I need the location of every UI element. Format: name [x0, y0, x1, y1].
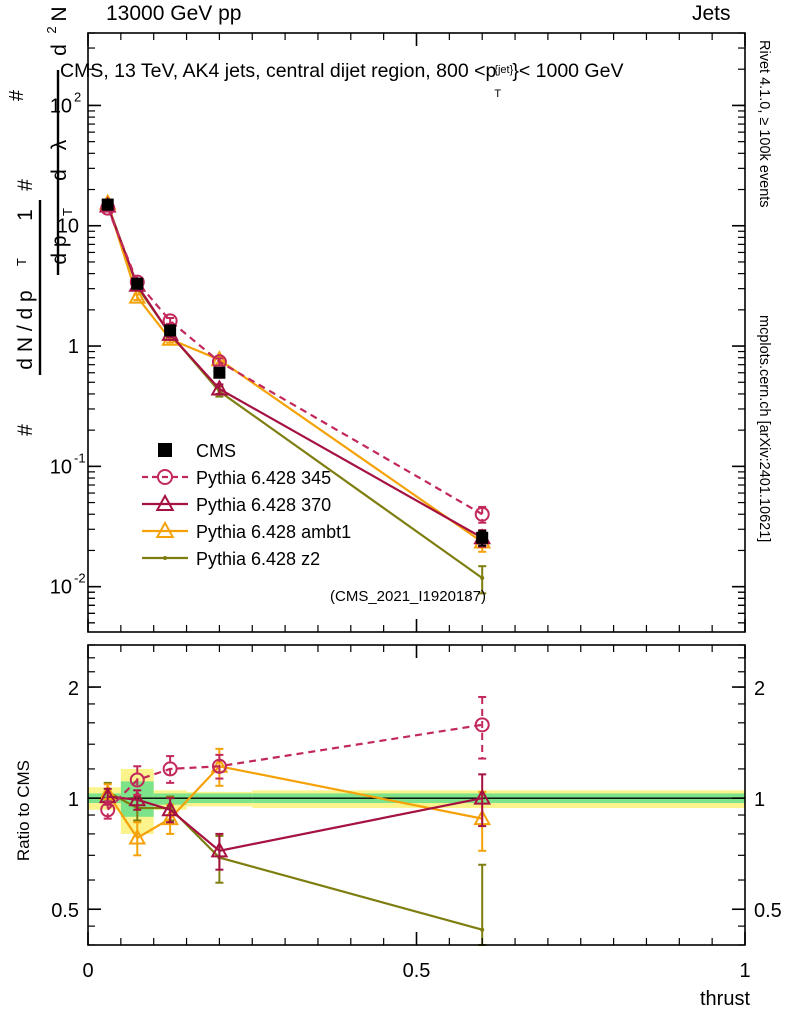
data-marker-triangle [210, 379, 229, 396]
data-marker-triangle [161, 809, 179, 826]
data-marker-triangle [128, 287, 147, 304]
x-axis-tick-label: 0.5 [403, 960, 431, 982]
ylabel-dpt-sub: T [14, 258, 29, 266]
data-marker-square [213, 366, 226, 379]
ylabel-d-lambda: d [48, 169, 71, 181]
y-axis-tick-exponent: -2 [74, 571, 86, 586]
data-marker-triangle [210, 841, 229, 858]
series-line [106, 207, 483, 516]
main-y-axis-label: # [4, 60, 60, 560]
data-marker-triangle [128, 828, 147, 845]
x-axis-label: thrust [700, 988, 751, 1010]
ylabel-d-exp: 2 [44, 26, 59, 33]
data-marker-dot [163, 556, 167, 560]
y-axis-tick-label: 10 [50, 456, 72, 478]
ylabel-dpt-denom: d p [48, 235, 71, 264]
data-marker-square [158, 443, 172, 457]
ratio-y-tick-label: 1 [68, 789, 79, 811]
legend-label-4: Pythia 6.428 z2 [196, 549, 320, 569]
data-marker-triangle [473, 788, 492, 805]
mcplots-reference-label: mcplots.cern.ch [arXiv:2401.10621] [756, 315, 772, 543]
y-axis-tick-label: 10 [50, 95, 72, 117]
data-marker-circle [129, 772, 145, 788]
ratio-y-tick-label: 0.5 [51, 900, 79, 922]
plot-title: CMS, 13 TeV, AK4 jets, central dijet reg… [60, 60, 624, 100]
title-text-before: CMS, 13 TeV, AK4 jets, central dijet reg… [60, 60, 497, 82]
data-marker-square [476, 531, 489, 544]
data-marker-square [101, 198, 114, 211]
data-marker-square [164, 324, 177, 337]
data-marker-dot [480, 927, 485, 932]
data-marker-triangle [155, 520, 175, 538]
ylabel-one: 1 [14, 209, 37, 221]
x-axis-tick-label: 0 [82, 960, 93, 982]
y-axis-tick-exponent: 2 [74, 89, 81, 104]
data-marker-triangle [161, 800, 179, 817]
title-p-subscript: T [494, 88, 502, 100]
data-marker-circle [162, 761, 178, 777]
y-axis-tick-label: 10 [50, 577, 72, 599]
ratio-y-tick-label-right: 2 [754, 678, 765, 700]
ylabel-dpt-denom-sub: T [60, 208, 75, 216]
header-right: Jets [692, 2, 731, 25]
ylabel-hash-1: # [6, 90, 28, 102]
ylabel-hash-left: # [14, 424, 37, 436]
ratio-y-tick-label-right: 0.5 [754, 900, 782, 922]
title-p-superscript: {jet} [494, 64, 514, 76]
header-left: 13000 GeV pp [106, 2, 242, 25]
rivet-version-label: Rivet 4.1.0, ≥ 100k events [756, 40, 772, 208]
y-axis-tick-label: 1 [68, 336, 79, 358]
ylabel-hash-mid: # [14, 179, 37, 191]
ylabel-lambda: λ [48, 139, 71, 150]
ratio-y-tick-label-right: 1 [754, 789, 765, 811]
data-marker-dot [480, 576, 485, 581]
data-marker-circle [474, 506, 490, 522]
legend-label-3: Pythia 6.428 ambt1 [196, 522, 351, 542]
ylabel-d-numer: d [48, 44, 71, 56]
title-text-after: }< 1000 GeV [512, 60, 624, 82]
ylabel-n: N [48, 6, 71, 21]
x-axis-tick-label: 1 [739, 960, 750, 982]
data-marker-square [131, 277, 144, 290]
y-axis-label-group: # d N / d p T 1 # d p Td λ d 2 N [14, 6, 75, 435]
analysis-id-watermark: (CMS_2021_I1920187) [330, 588, 486, 605]
data-marker-triangle [155, 493, 175, 511]
legend-label-0: CMS [196, 441, 236, 461]
ratio-y-axis-label: Ratio to CMS [14, 760, 33, 862]
y-axis-tick-exponent: -1 [74, 450, 86, 465]
ratio-y-tick-label: 2 [68, 678, 79, 700]
series-line [106, 202, 483, 543]
y-axis-tick-label: 10 [57, 216, 79, 238]
ylabel-dn-dpt: d N / d p [14, 290, 37, 369]
legend-label-1: Pythia 6.428 345 [196, 468, 331, 488]
data-marker-circle [157, 469, 173, 485]
data-marker-circle [474, 717, 490, 733]
data-marker-circle [211, 758, 227, 774]
data-marker-triangle [128, 790, 147, 807]
data-marker-circle [100, 802, 116, 818]
legend-label-2: Pythia 6.428 370 [196, 495, 331, 515]
panel-frame-main [87, 32, 746, 633]
